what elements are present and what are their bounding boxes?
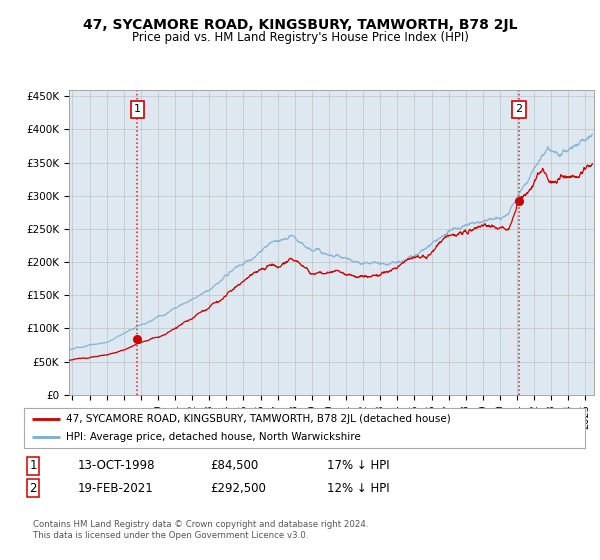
Text: 19-FEB-2021: 19-FEB-2021	[78, 482, 154, 495]
Text: 1: 1	[134, 104, 141, 114]
Text: 1: 1	[29, 459, 37, 473]
Text: £292,500: £292,500	[210, 482, 266, 495]
Text: 2: 2	[515, 104, 523, 114]
Text: HPI: Average price, detached house, North Warwickshire: HPI: Average price, detached house, Nort…	[66, 432, 361, 442]
Text: £84,500: £84,500	[210, 459, 258, 473]
Text: 12% ↓ HPI: 12% ↓ HPI	[327, 482, 389, 495]
Text: 2: 2	[29, 482, 37, 495]
Text: Price paid vs. HM Land Registry's House Price Index (HPI): Price paid vs. HM Land Registry's House …	[131, 31, 469, 44]
Text: 13-OCT-1998: 13-OCT-1998	[78, 459, 155, 473]
Text: 47, SYCAMORE ROAD, KINGSBURY, TAMWORTH, B78 2JL (detached house): 47, SYCAMORE ROAD, KINGSBURY, TAMWORTH, …	[66, 414, 451, 423]
Text: Contains HM Land Registry data © Crown copyright and database right 2024.
This d: Contains HM Land Registry data © Crown c…	[33, 520, 368, 540]
Text: 47, SYCAMORE ROAD, KINGSBURY, TAMWORTH, B78 2JL: 47, SYCAMORE ROAD, KINGSBURY, TAMWORTH, …	[83, 18, 517, 32]
Text: 17% ↓ HPI: 17% ↓ HPI	[327, 459, 389, 473]
